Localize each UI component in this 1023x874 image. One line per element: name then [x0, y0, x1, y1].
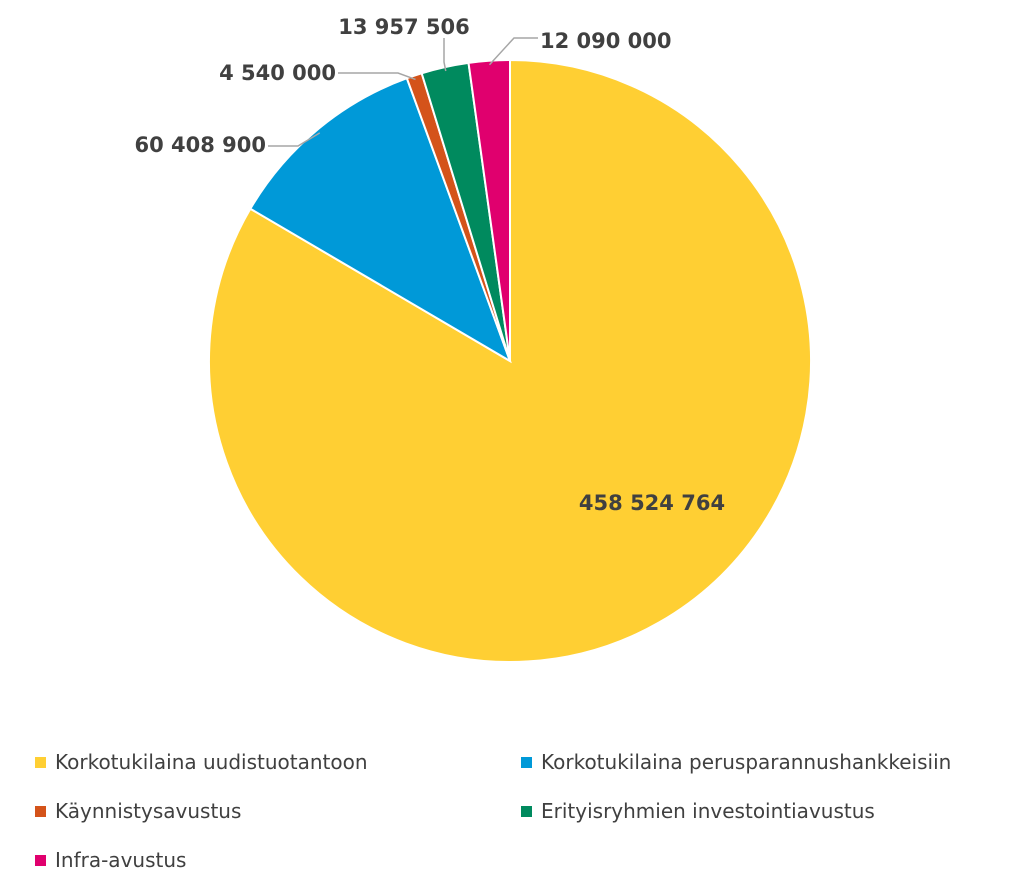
- data-label: 60 408 900: [134, 133, 266, 157]
- data-label: 13 957 506: [338, 15, 470, 39]
- leader-line: [443, 38, 447, 72]
- leader-line: [488, 37, 538, 66]
- data-label: 12 090 000: [540, 29, 672, 53]
- data-label: 458 524 764: [579, 491, 725, 515]
- pie-slice: [248, 76, 512, 364]
- leader-line: [338, 72, 416, 81]
- pie-slices: [208, 58, 812, 663]
- leader-line: [268, 132, 321, 147]
- pie-slice: [467, 58, 511, 362]
- data-label: 4 540 000: [219, 61, 336, 85]
- leader-lines: [268, 37, 538, 147]
